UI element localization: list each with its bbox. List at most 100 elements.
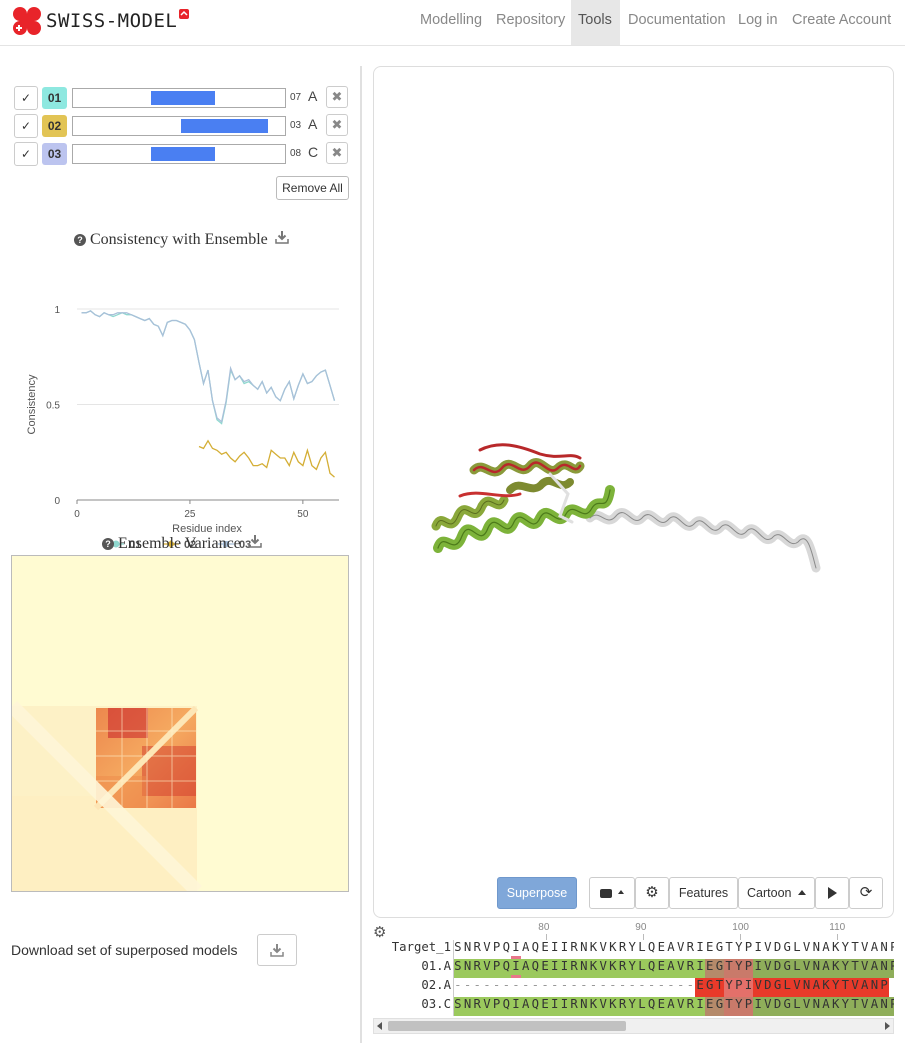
alignment-row: 01.A S N R V P Q I A Q E I I R N K V K R Y L Q E A V R I E G T Y P I V D G L…	[373, 959, 894, 978]
brand-logo[interactable]: SWISS-MODEL	[12, 6, 190, 36]
legend-marker-02	[167, 540, 175, 548]
nav-modelling[interactable]: Modelling	[420, 12, 483, 28]
brand-name: SWISS-MODEL	[46, 10, 178, 32]
remove-model-button[interactable]: ✖	[326, 86, 348, 108]
ruler-tick-mark	[643, 934, 645, 940]
refresh-button[interactable]: ⟳	[849, 877, 883, 909]
left-panel: ✓ 01 07 A ✖ ✓ 02 03 A ✖ ✓ 03 08 C ✖ Remove All ? Consi…	[0, 46, 360, 1043]
panel-divider[interactable]	[360, 66, 362, 1043]
features-button[interactable]: Features	[669, 877, 738, 909]
x-axis-label: Residue index	[172, 523, 242, 535]
question-circle-icon[interactable]: ?	[74, 233, 86, 246]
download-models-button[interactable]	[257, 934, 297, 966]
model-id-badge: 01	[42, 87, 67, 109]
camera-dropdown-button[interactable]	[589, 877, 635, 909]
sequence-alignment[interactable]: ⚙ 80 90 100 110 Target_1 S N R V P Q I A Q E I I R N K V K R Y…	[373, 922, 894, 1043]
scrollbar-thumb[interactable]	[388, 1021, 626, 1031]
remove-model-button[interactable]: ✖	[326, 142, 348, 164]
model-checkbox[interactable]: ✓	[14, 142, 38, 166]
structure-viewer[interactable]	[373, 66, 894, 918]
nav-login[interactable]: Log in	[738, 12, 778, 28]
model-chain: A	[308, 116, 318, 132]
close-icon: ✖	[331, 89, 343, 104]
alignment-row-label: 01.A	[421, 959, 451, 973]
coverage-fill	[151, 147, 216, 161]
model-number: 08	[290, 148, 302, 159]
y-tick-label: 0.5	[46, 401, 60, 412]
top-navbar: SWISS-MODEL Modelling Repository Tools D…	[0, 0, 905, 46]
question-circle-icon[interactable]: ?	[102, 537, 114, 550]
download-icon	[270, 944, 284, 957]
model-id-badge: 03	[42, 143, 67, 165]
model-coverage-bar	[72, 88, 286, 108]
close-icon: ✖	[331, 117, 343, 132]
model-row: ✓ 02 03 A ✖	[14, 114, 354, 138]
play-icon	[827, 887, 837, 899]
ruler-tick-mark	[740, 934, 742, 940]
caret-up-icon	[618, 890, 625, 894]
y-tick-label: 0	[54, 496, 60, 507]
x-tick-label: 0	[74, 509, 80, 520]
nav-create-account[interactable]: Create Account	[792, 12, 892, 28]
model-coverage-bar	[72, 116, 286, 136]
alignment-label-divider	[453, 940, 454, 1016]
alignment-row-label: 02.A	[421, 978, 451, 992]
consistency-title: ? Consistency with Ensemble	[74, 230, 289, 249]
refresh-icon: ⟳	[859, 884, 873, 901]
model-coverage-bar	[72, 144, 286, 164]
alignment-row-label: 03.C	[421, 997, 451, 1011]
scroll-right-icon[interactable]	[885, 1022, 890, 1030]
protein-structure-render[interactable]	[420, 430, 830, 590]
superpose-button[interactable]: Superpose	[497, 877, 577, 909]
download-icon[interactable]	[275, 230, 289, 249]
remove-all-button[interactable]: Remove All	[276, 176, 349, 200]
variance-title: ? Ensemble Variance	[102, 534, 262, 553]
nav-repository[interactable]: Repository	[496, 12, 566, 28]
y-tick-label: 1	[54, 305, 60, 316]
camera-icon	[599, 889, 612, 898]
download-icon[interactable]	[248, 534, 262, 553]
variance-title-text: Ensemble Variance	[118, 534, 241, 552]
ensemble-variance-heatmap[interactable]	[7, 555, 349, 896]
scroll-left-icon[interactable]	[377, 1022, 382, 1030]
nav-tools[interactable]: Tools	[571, 0, 620, 45]
caret-up-icon	[797, 890, 806, 895]
ruler-tick-label: 80	[538, 922, 550, 933]
gear-icon: ⚙	[645, 884, 659, 901]
alignment-row: 03.C S N R V P Q I A Q E I I R N K V K R Y L Q E A V R I E G T Y P I V D G L…	[373, 997, 894, 1016]
legend-marker-03	[223, 541, 229, 547]
model-checkbox[interactable]: ✓	[14, 86, 38, 110]
viewer-settings-button[interactable]: ⚙	[635, 877, 669, 909]
x-tick-label: 25	[184, 509, 196, 520]
alignment-scrollbar[interactable]	[373, 1018, 894, 1034]
play-button[interactable]	[815, 877, 849, 909]
nav-documentation[interactable]: Documentation	[628, 12, 726, 28]
gear-icon[interactable]: ⚙	[373, 924, 387, 941]
y-axis-label: Consistency	[26, 374, 38, 434]
model-id-badge: 02	[42, 115, 67, 137]
model-number: 07	[290, 92, 302, 103]
alignment-row: Target_1 S N R V P Q I A Q E I I R N K V K R Y L Q E A V R I E G T Y P I…	[373, 940, 894, 959]
legend-label-03: 03	[239, 539, 251, 551]
alignment-row-label: Target_1	[391, 940, 451, 954]
x-tick-label: 50	[297, 509, 309, 520]
close-icon: ✖	[331, 145, 343, 160]
legend-label-02: 02	[184, 539, 196, 551]
ruler-tick-label: 100	[732, 922, 749, 933]
model-number: 03	[290, 120, 302, 131]
model-row: ✓ 03 08 C ✖	[14, 142, 354, 166]
model-row: ✓ 01 07 A ✖	[14, 86, 354, 110]
series-line-03	[81, 310, 336, 423]
ruler-tick-label: 110	[829, 922, 846, 933]
legend-label-01: 01	[129, 539, 141, 551]
cartoon-dropdown-button[interactable]: Cartoon	[738, 877, 815, 909]
brand-badge-icon	[179, 9, 190, 19]
consistency-title-text: Consistency with Ensemble	[90, 230, 268, 248]
remove-model-button[interactable]: ✖	[326, 114, 348, 136]
model-checkbox[interactable]: ✓	[14, 114, 38, 138]
cartoon-label: Cartoon	[747, 886, 792, 900]
